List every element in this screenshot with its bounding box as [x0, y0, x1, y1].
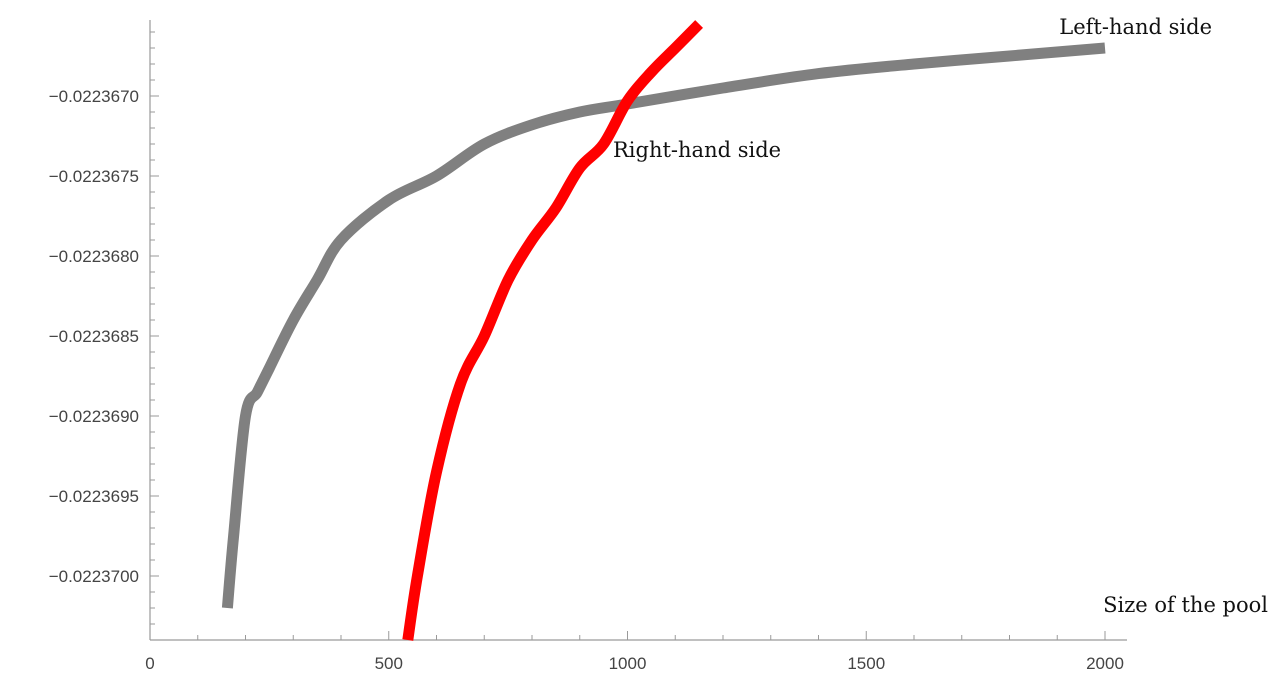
series-line-right-hand-side — [402, 20, 703, 641]
series-line-left-hand-side — [221, 42, 1106, 609]
y-tick-label: −0.0223695 — [49, 487, 139, 506]
y-tick-label: −0.0223685 — [49, 327, 139, 346]
series-label-left-hand-side: Left-hand side — [1059, 15, 1212, 39]
axes: 0 500 1000 1500 2000 −0.0223670 −0.0223675 −0.0… — [49, 20, 1127, 673]
chart-labels: Left-hand side Right-hand side Size of t… — [613, 15, 1268, 617]
y-tick-label: −0.0223670 — [49, 87, 139, 106]
series-layer — [221, 20, 1106, 641]
x-tick-label: 0 — [145, 654, 154, 673]
x-tick-label: 1500 — [847, 654, 885, 673]
y-tick-label: −0.0223675 — [49, 167, 139, 186]
y-tick-label: −0.0223690 — [49, 407, 139, 426]
series-label-right-hand-side: Right-hand side — [613, 138, 781, 162]
x-tick-label: 2000 — [1086, 654, 1124, 673]
x-axis-label: Size of the pool — [1103, 593, 1268, 617]
x-tick-label: 500 — [375, 654, 403, 673]
x-tick-label: 1000 — [609, 654, 647, 673]
y-tick-label: −0.0223680 — [49, 247, 139, 266]
y-tick-label: −0.0223700 — [49, 567, 139, 586]
